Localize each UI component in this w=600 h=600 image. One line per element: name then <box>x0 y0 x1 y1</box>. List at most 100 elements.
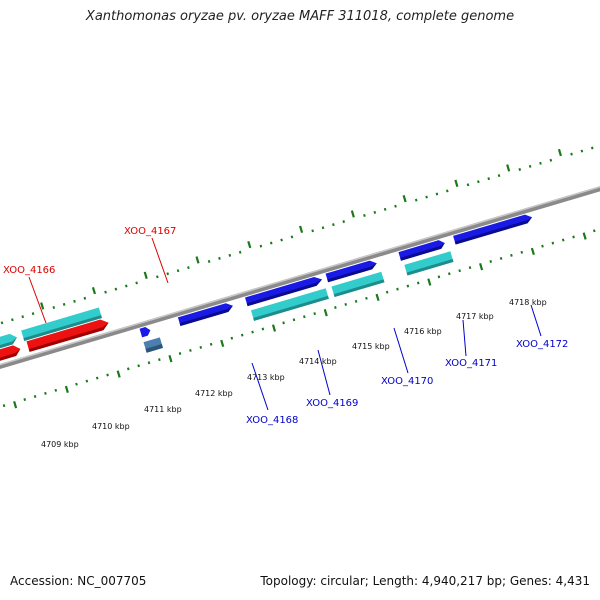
feature-XOO_4167-red[interactable] <box>26 318 110 352</box>
genome-backbone <box>0 120 600 438</box>
gene-labels: XOO_4166 XOO_4167 XOO_4168 XOO_4169 XOO_… <box>3 226 568 426</box>
major-tick <box>299 225 304 233</box>
feature-XOO_4171[interactable] <box>331 271 385 298</box>
gene-label-xoo-4168[interactable]: XOO_4168 <box>246 415 298 426</box>
major-tick <box>13 401 18 409</box>
scale-label: 4713 kbp <box>247 373 285 382</box>
major-tick <box>195 256 200 264</box>
major-tick <box>402 194 407 203</box>
scale-label: 4710 kbp <box>92 422 130 431</box>
upper-tick-row <box>0 146 594 325</box>
feature-XOO_4172[interactable] <box>404 251 454 276</box>
minor-tick <box>520 250 524 254</box>
minor-tick <box>280 238 283 242</box>
major-tick <box>168 355 173 363</box>
minor-tick <box>373 210 377 214</box>
minor-tick <box>106 373 109 377</box>
minor-tick <box>240 333 244 337</box>
major-tick <box>40 302 45 310</box>
minor-tick <box>207 259 211 263</box>
minor-tick <box>437 275 441 279</box>
minor-tick <box>189 348 192 352</box>
minor-tick <box>199 345 203 349</box>
minor-tick <box>528 164 532 168</box>
feature-XOO_4168-fwd[interactable] <box>139 326 152 338</box>
gene-callout-lines <box>28 237 542 411</box>
minor-tick <box>114 287 118 291</box>
gene-label-xoo-4166[interactable]: XOO_4166 <box>3 265 55 276</box>
scale-label: 4715 kbp <box>352 342 390 351</box>
minor-tick <box>385 290 389 294</box>
minor-tick <box>477 180 480 184</box>
minor-tick <box>218 256 221 260</box>
minor-tick <box>363 213 366 217</box>
feature-XOO_4169[interactable] <box>177 301 234 327</box>
minor-tick <box>23 398 27 402</box>
minor-tick <box>290 235 294 239</box>
feature-XOO_4167-cyan[interactable] <box>21 307 102 341</box>
major-tick <box>247 240 252 249</box>
minor-tick <box>178 352 182 356</box>
minor-tick <box>124 284 128 288</box>
minor-tick <box>73 299 76 303</box>
minor-tick <box>549 158 553 162</box>
major-tick <box>64 385 69 394</box>
minor-tick <box>334 306 337 309</box>
feature-XOO_4170-fwd[interactable] <box>245 275 323 307</box>
minor-tick <box>44 391 47 395</box>
scale-label: 4711 kbp <box>144 405 182 414</box>
genome-backbone-highlight <box>0 120 600 435</box>
minor-tick <box>292 318 296 322</box>
major-tick <box>530 247 535 256</box>
minor-tick <box>251 330 254 334</box>
scale-label: 4709 kbp <box>41 440 79 449</box>
minor-tick <box>11 318 14 322</box>
feature-next-fwd[interactable] <box>453 213 533 245</box>
scale-label: 4717 kbp <box>456 312 494 321</box>
minor-tick <box>383 207 387 211</box>
minor-tick <box>497 174 501 178</box>
feature-XOO_4172-fwd[interactable] <box>398 239 446 261</box>
minor-tick <box>31 312 35 316</box>
minor-tick <box>570 152 573 156</box>
major-tick <box>479 263 484 271</box>
minor-tick <box>83 296 87 300</box>
minor-tick <box>54 388 58 392</box>
major-tick <box>582 232 587 240</box>
gene-label-xoo-4171[interactable]: XOO_4171 <box>445 358 497 369</box>
minor-tick <box>33 394 37 398</box>
feature-XOO_4170[interactable] <box>250 288 329 321</box>
gene-label-xoo-4167[interactable]: XOO_4167 <box>124 226 176 237</box>
minor-tick <box>466 183 470 187</box>
major-tick <box>506 164 511 172</box>
minor-tick <box>541 244 544 248</box>
minor-tick <box>104 290 107 294</box>
gene-label-xoo-4170[interactable]: XOO_4170 <box>381 376 433 387</box>
minor-tick <box>259 244 263 248</box>
gene-label-xoo-4172[interactable]: XOO_4172 <box>516 339 568 350</box>
minor-tick <box>487 177 491 181</box>
minor-tick <box>394 204 397 208</box>
minor-tick <box>332 223 335 227</box>
minor-tick <box>52 306 56 309</box>
minor-tick <box>0 321 4 325</box>
minor-tick <box>561 238 565 242</box>
feature-XOO_4171-fwd[interactable] <box>325 259 378 283</box>
minor-tick <box>468 266 472 270</box>
minor-tick <box>137 364 140 368</box>
accession-text: Accession: NC_007705 <box>10 574 147 588</box>
minor-tick <box>572 235 575 239</box>
minor-tick <box>158 358 161 362</box>
genome-summary-text: Topology: circular; Length: 4,940,217 bp… <box>260 574 590 588</box>
major-tick <box>220 339 225 348</box>
major-tick <box>454 179 459 187</box>
feature-XOO_4166-cyan[interactable] <box>0 332 19 405</box>
feature-XOO_4168[interactable] <box>143 337 163 353</box>
minor-tick <box>416 281 420 285</box>
minor-tick <box>321 226 325 230</box>
minor-tick <box>75 382 78 386</box>
gene-label-xoo-4169[interactable]: XOO_4169 <box>306 398 358 409</box>
minor-tick <box>269 241 273 245</box>
minor-tick <box>282 321 285 325</box>
